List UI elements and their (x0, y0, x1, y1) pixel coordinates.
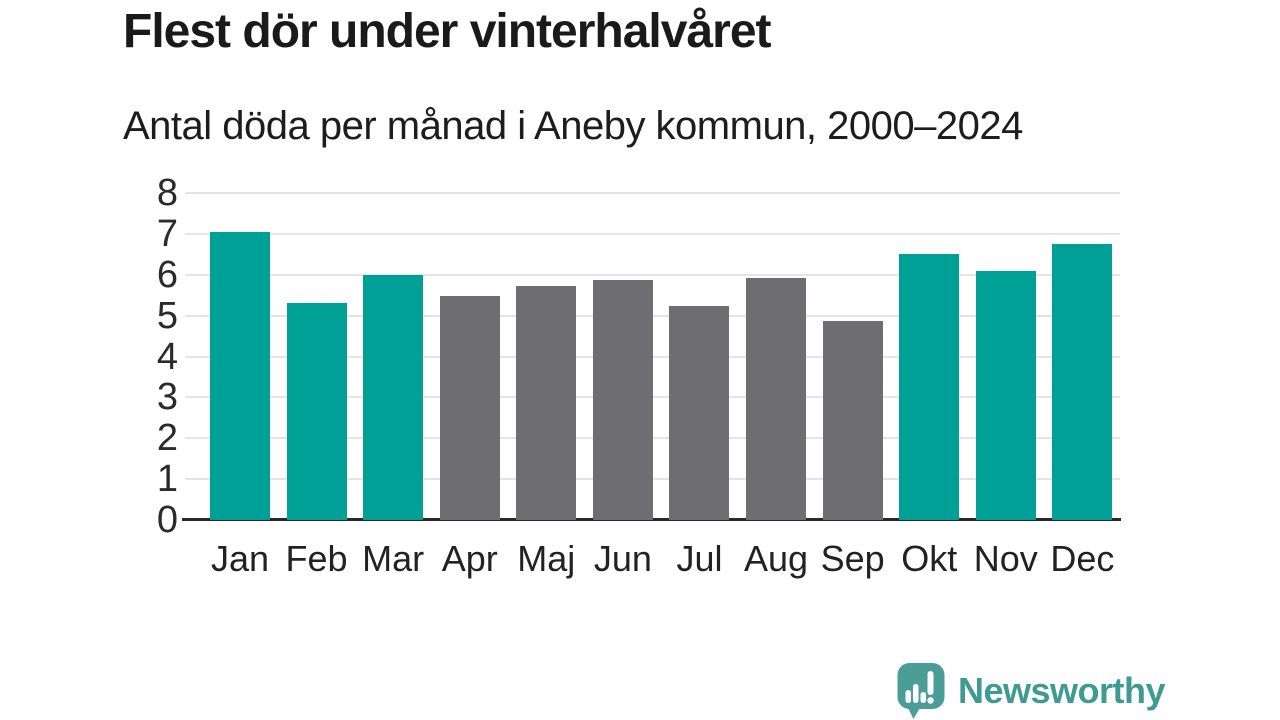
bar-nov (975, 271, 1036, 520)
newsworthy-logo-icon (897, 663, 945, 719)
y-tick-label: 8 (156, 172, 178, 214)
x-tick-label: Jul (676, 538, 723, 579)
brand-name: Newsworthy (958, 670, 1166, 711)
bar-jul (669, 305, 730, 520)
chart-subtitle: Antal döda per månad i Aneby kommun, 200… (123, 104, 1023, 148)
bar-apr (439, 296, 500, 520)
x-axis: Jan Feb Mar Apr Maj Jun Jul Aug Sep Okt Nov Dec (185, 538, 1120, 582)
y-tick-label: 0 (156, 499, 178, 541)
y-tick-label: 7 (156, 212, 178, 255)
bar-okt (899, 253, 960, 520)
x-tick-label: Maj (517, 538, 576, 579)
x-tick-label: Aug (744, 538, 809, 579)
bar-dec (1052, 243, 1113, 520)
bar-sep (822, 320, 883, 520)
gridline (185, 273, 1120, 276)
gridline (185, 192, 1120, 194)
x-tick-label: Apr (441, 538, 498, 579)
x-tick-label: Jun (593, 538, 652, 579)
bar-jan (210, 232, 270, 520)
bar-jun (592, 279, 653, 520)
y-tick-label: 4 (156, 335, 178, 378)
gridline (185, 232, 1120, 235)
x-tick-label: Sep (820, 538, 885, 579)
y-tick-label: 3 (156, 376, 178, 419)
x-tick-label: Dec (1050, 538, 1115, 579)
plot-area (182, 192, 1121, 521)
bar-aug (746, 278, 807, 520)
x-tick-label: Feb (285, 538, 348, 579)
x-tick-label: Jan (210, 538, 270, 579)
x-tick-label: Nov (973, 538, 1038, 579)
y-tick-label: 1 (156, 458, 178, 501)
brand-footer: Newsworthy (897, 662, 1166, 720)
bar-maj (516, 286, 577, 520)
bar-feb (286, 302, 347, 520)
x-tick-label: Mar (362, 538, 425, 579)
bar-mar (363, 274, 424, 520)
y-tick-label: 5 (156, 294, 178, 337)
chart-title: Flest dör under vinterhalvåret (123, 5, 772, 58)
x-tick-label: Okt (901, 538, 958, 579)
y-tick-label: 2 (156, 417, 178, 460)
y-tick-label: 6 (156, 253, 178, 296)
